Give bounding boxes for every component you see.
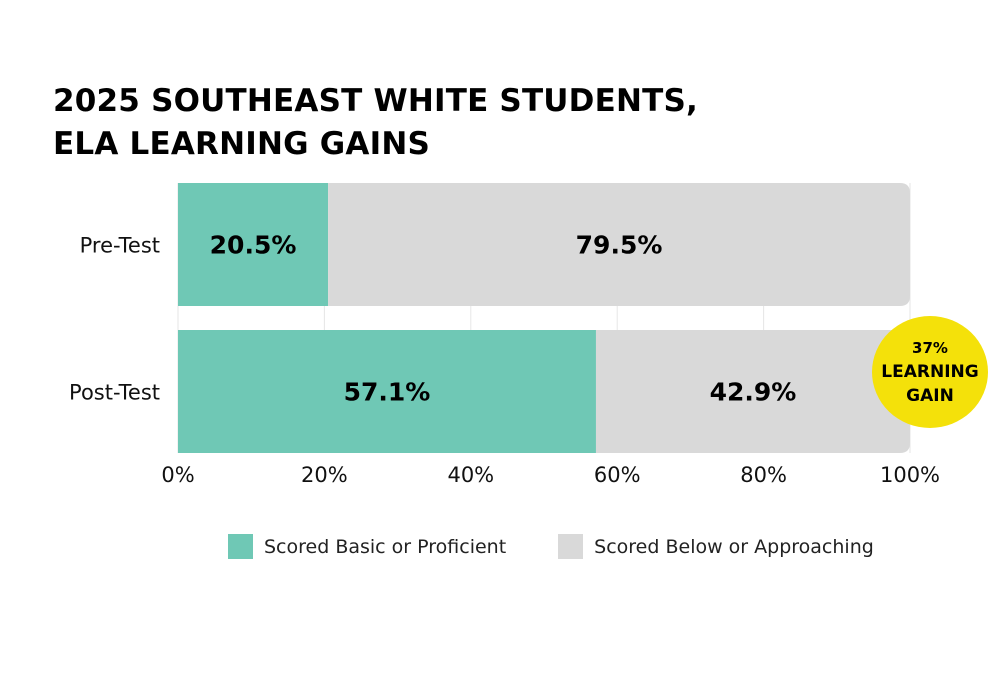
data-label-post-test-series-1: 57.1% xyxy=(344,378,431,407)
legend-swatch-basic-proficient xyxy=(228,534,253,559)
bar-pre-test-series-2 xyxy=(328,183,910,306)
chart-legend: Scored Basic or Proficient Scored Below … xyxy=(228,534,926,559)
legend-label-basic-proficient: Scored Basic or Proficient xyxy=(264,535,507,558)
category-label-1: Pre-Test xyxy=(80,234,160,258)
chart-title: 2025 SOUTHEAST WHITE STUDENTS, ELA LEARN… xyxy=(53,80,698,166)
legend-label-below-approaching: Scored Below or Approaching xyxy=(594,535,874,558)
learning-gain-label-1: LEARNING xyxy=(881,362,979,382)
x-tick-label-3: 60% xyxy=(594,463,641,487)
bar-post-test-series-1 xyxy=(178,330,596,453)
data-label-pre-test-series-1: 20.5% xyxy=(210,231,297,260)
legend-swatch-below-approaching xyxy=(558,534,584,559)
category-label-2: Post-Test xyxy=(69,381,160,405)
legend-item-below-approaching: Scored Below or Approaching xyxy=(558,534,874,559)
chart-title-line-2: ELA LEARNING GAINS xyxy=(53,126,431,162)
legend-item-basic-proficient: Scored Basic or Proficient xyxy=(228,534,506,559)
data-label-pre-test-series-2: 79.5% xyxy=(576,231,663,260)
bar-pre-test-series-1 xyxy=(178,183,329,306)
x-tick-label-4: 80% xyxy=(740,463,787,487)
learning-gain-value: 37% xyxy=(912,339,948,357)
x-tick-label-5: 100% xyxy=(880,463,940,487)
learning-gain-label-2: GAIN xyxy=(906,386,954,406)
learning-gain-badge: 37% LEARNING GAIN xyxy=(872,316,988,428)
x-tick-label-0: 0% xyxy=(161,463,194,487)
x-tick-label-2: 40% xyxy=(447,463,494,487)
x-tick-label-1: 20% xyxy=(301,463,348,487)
bar-post-test-series-2 xyxy=(595,330,910,453)
data-label-post-test-series-2: 42.9% xyxy=(710,378,797,407)
chart-title-line-1: 2025 SOUTHEAST WHITE STUDENTS, xyxy=(53,83,698,119)
